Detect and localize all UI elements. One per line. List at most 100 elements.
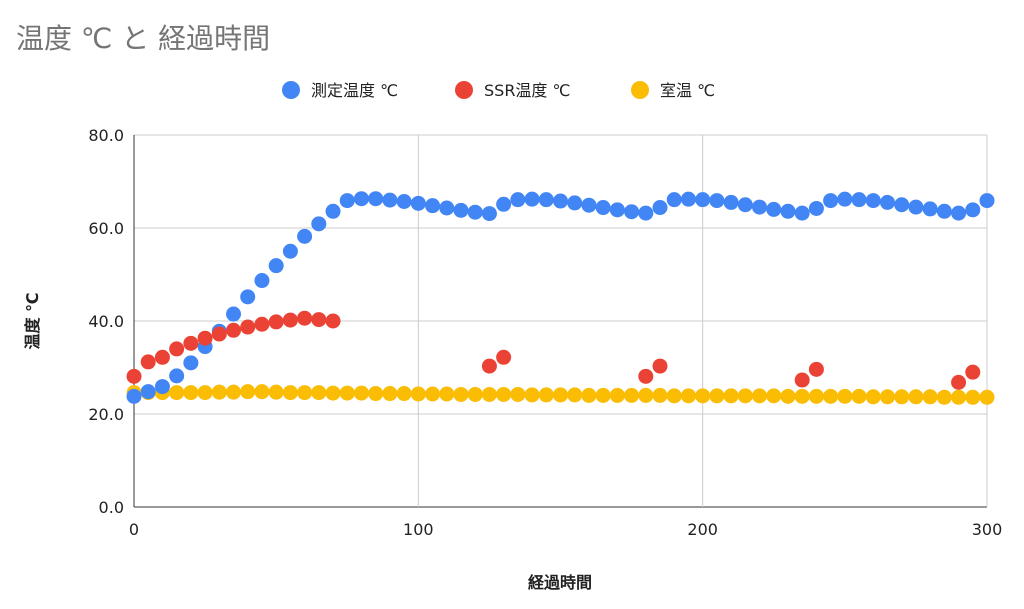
data-point xyxy=(268,258,284,274)
data-point xyxy=(652,358,668,374)
legend-label: 測定温度 ℃ xyxy=(311,81,398,100)
data-point xyxy=(567,195,583,211)
data-point xyxy=(965,364,981,380)
data-point xyxy=(524,191,540,207)
data-point xyxy=(808,200,824,216)
data-point xyxy=(226,306,242,322)
data-point xyxy=(680,388,696,404)
data-point xyxy=(794,372,810,388)
x-tick-label: 300 xyxy=(972,520,1003,539)
data-point xyxy=(368,191,384,207)
data-point xyxy=(823,193,839,209)
data-point xyxy=(410,195,426,211)
data-point xyxy=(268,384,284,400)
data-point xyxy=(282,385,298,401)
data-point xyxy=(382,386,398,402)
data-point xyxy=(496,349,512,365)
data-point xyxy=(723,194,739,210)
y-tick-label: 40.0 xyxy=(88,312,124,331)
data-point xyxy=(254,316,270,332)
data-point xyxy=(709,388,725,404)
data-point xyxy=(794,388,810,404)
data-point xyxy=(510,192,526,208)
data-point xyxy=(396,386,412,402)
data-point xyxy=(794,205,810,221)
data-point xyxy=(325,385,341,401)
data-point xyxy=(353,191,369,207)
data-point xyxy=(965,202,981,218)
legend-marker xyxy=(631,81,649,99)
data-point xyxy=(282,312,298,328)
data-point xyxy=(737,388,753,404)
data-point xyxy=(538,387,554,403)
data-point xyxy=(140,384,156,400)
data-point xyxy=(979,193,995,209)
data-point xyxy=(609,387,625,403)
data-point xyxy=(879,389,895,405)
data-point xyxy=(922,389,938,405)
data-point xyxy=(169,385,185,401)
data-point xyxy=(624,387,640,403)
data-point xyxy=(240,289,256,305)
data-point xyxy=(908,389,924,405)
data-point xyxy=(353,385,369,401)
data-point xyxy=(709,193,725,209)
data-point xyxy=(197,330,213,346)
data-point xyxy=(382,192,398,208)
data-point xyxy=(467,386,483,402)
data-point xyxy=(553,387,568,403)
data-point xyxy=(481,206,497,222)
data-point xyxy=(339,193,355,209)
data-point xyxy=(808,361,824,377)
y-axis-title: 温度 ℃ xyxy=(23,293,42,351)
data-point xyxy=(951,389,967,405)
data-point xyxy=(240,384,256,400)
data-point xyxy=(595,387,611,403)
data-point xyxy=(879,194,895,210)
data-point xyxy=(126,388,142,404)
data-point xyxy=(197,385,213,401)
data-point xyxy=(567,387,583,403)
data-point xyxy=(965,389,981,405)
data-point xyxy=(695,192,711,208)
data-point xyxy=(183,385,199,401)
data-point xyxy=(226,322,242,338)
data-point xyxy=(766,388,782,404)
data-point xyxy=(780,203,796,219)
data-point xyxy=(780,388,796,404)
y-tick-label: 60.0 xyxy=(88,219,124,238)
data-point xyxy=(169,341,185,357)
data-point xyxy=(510,386,526,402)
data-point xyxy=(723,388,739,404)
data-point xyxy=(311,385,327,401)
data-point xyxy=(226,384,242,400)
data-point xyxy=(894,389,910,405)
data-point xyxy=(439,386,455,402)
data-point xyxy=(538,192,554,208)
data-point xyxy=(609,202,625,218)
data-point xyxy=(254,273,270,289)
data-point xyxy=(851,192,867,208)
data-point xyxy=(240,319,256,335)
x-axis-title: 経過時間 xyxy=(528,573,592,592)
data-point xyxy=(453,202,469,218)
data-point xyxy=(254,384,270,400)
data-point xyxy=(894,197,910,213)
data-point xyxy=(737,197,753,213)
data-point xyxy=(297,385,313,401)
data-point xyxy=(467,204,483,220)
data-point xyxy=(652,200,668,216)
y-tick-label: 80.0 xyxy=(88,126,124,145)
data-point xyxy=(865,193,881,209)
data-point xyxy=(695,388,711,404)
data-point xyxy=(311,216,327,232)
data-point xyxy=(339,385,355,401)
data-point xyxy=(638,387,654,403)
data-point xyxy=(936,389,952,405)
data-point xyxy=(410,386,426,402)
y-tick-label: 0.0 xyxy=(99,498,124,517)
data-point xyxy=(752,388,768,404)
data-point xyxy=(297,310,313,326)
legend-label: 室温 ℃ xyxy=(660,81,715,100)
data-point xyxy=(680,191,696,207)
